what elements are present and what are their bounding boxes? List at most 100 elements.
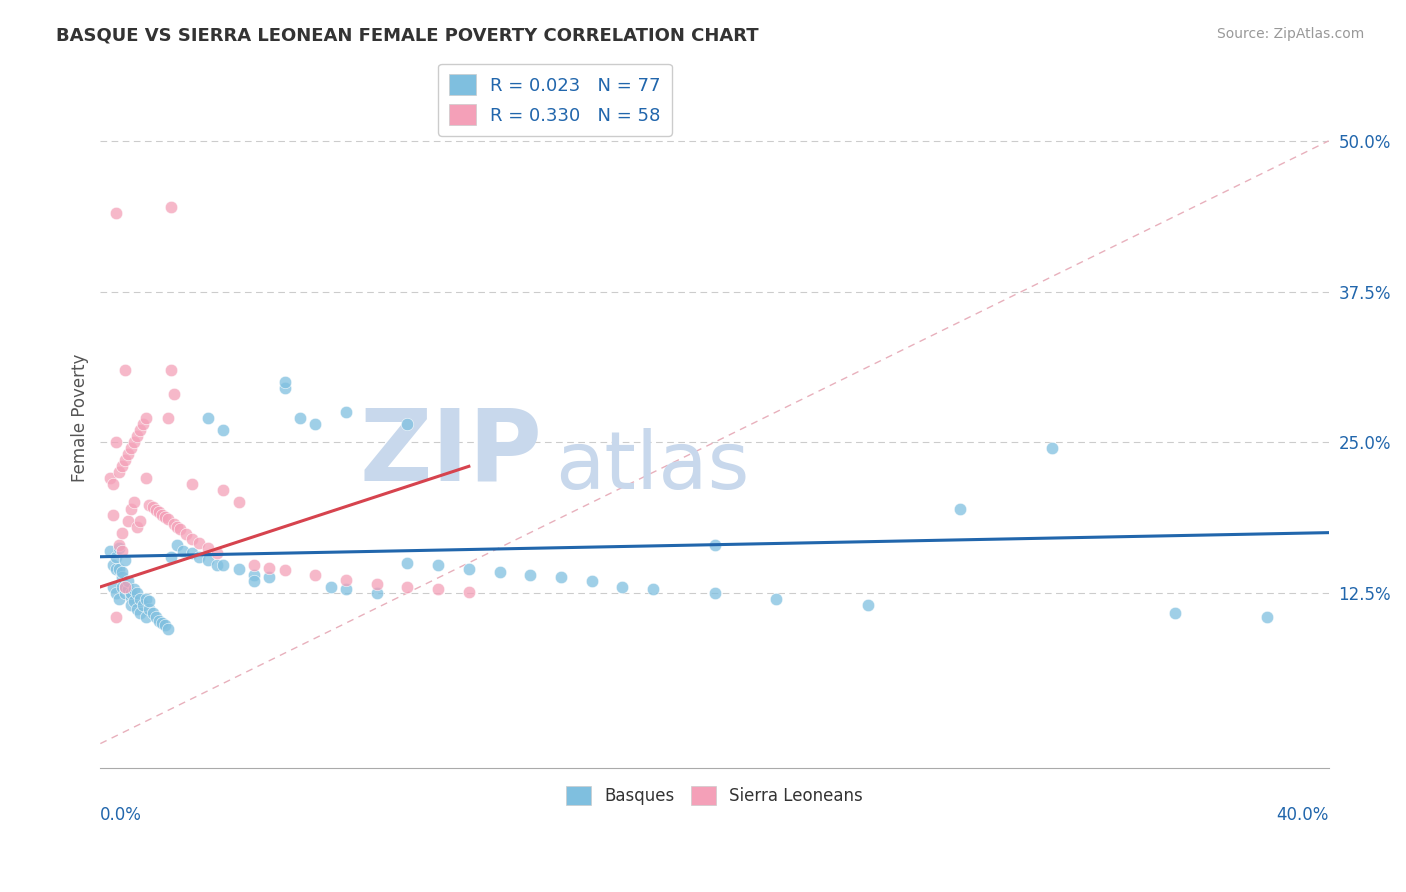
Point [111, 543, 134, 558]
Point [550, 570, 572, 584]
Point [427, 582, 450, 597]
Point [1256, 610, 1278, 624]
Point [107, 466, 129, 480]
Point [135, 471, 157, 485]
Point [163, 517, 186, 532]
Text: 0.0%: 0.0% [100, 806, 142, 824]
Point [107, 591, 129, 606]
Text: Source: ZipAtlas.com: Source: ZipAtlas.com [1216, 27, 1364, 41]
Point [101, 477, 124, 491]
Point [457, 584, 479, 599]
Point [104, 435, 127, 450]
Point [243, 567, 266, 582]
Legend: Basques, Sierra Leoneans: Basques, Sierra Leoneans [560, 780, 870, 812]
Point [396, 580, 419, 594]
Point [145, 502, 167, 516]
Point [104, 562, 127, 576]
Point [127, 601, 149, 615]
Point [142, 607, 165, 621]
Point [114, 453, 136, 467]
Point [117, 574, 139, 588]
Point [228, 562, 250, 576]
Y-axis label: Female Poverty: Female Poverty [72, 354, 89, 483]
Point [1164, 607, 1187, 621]
Point [129, 607, 152, 621]
Point [132, 417, 155, 431]
Point [197, 553, 219, 567]
Point [127, 429, 149, 443]
Point [111, 580, 134, 594]
Point [111, 570, 134, 584]
Point [148, 614, 170, 628]
Point [153, 510, 176, 524]
Point [273, 381, 295, 395]
Point [457, 562, 479, 576]
Point [98, 471, 121, 485]
Point [273, 563, 295, 577]
Point [187, 536, 209, 550]
Point [243, 558, 266, 573]
Point [335, 582, 357, 597]
Point [156, 512, 179, 526]
Point [107, 562, 129, 576]
Point [160, 549, 183, 564]
Point [127, 519, 149, 533]
Point [111, 459, 134, 474]
Point [153, 618, 176, 632]
Point [335, 405, 357, 419]
Point [181, 546, 204, 560]
Point [641, 582, 664, 597]
Point [114, 553, 136, 567]
Point [612, 580, 634, 594]
Point [205, 558, 228, 573]
Point [117, 514, 139, 528]
Point [1040, 442, 1063, 456]
Point [366, 586, 388, 600]
Point [228, 495, 250, 509]
Point [856, 598, 879, 612]
Text: BASQUE VS SIERRA LEONEAN FEMALE POVERTY CORRELATION CHART: BASQUE VS SIERRA LEONEAN FEMALE POVERTY … [56, 27, 759, 45]
Point [120, 586, 142, 600]
Point [160, 363, 183, 377]
Point [111, 566, 134, 580]
Point [104, 549, 127, 564]
Point [212, 423, 235, 437]
Point [150, 615, 173, 630]
Point [145, 610, 167, 624]
Point [427, 558, 450, 573]
Point [703, 586, 725, 600]
Point [243, 574, 266, 588]
Point [122, 495, 145, 509]
Point [114, 586, 136, 600]
Point [107, 538, 129, 552]
Point [176, 526, 198, 541]
Point [138, 498, 160, 512]
Point [135, 610, 157, 624]
Point [114, 580, 136, 594]
Point [156, 411, 179, 425]
Point [114, 363, 136, 377]
Point [111, 525, 134, 540]
Point [120, 442, 142, 456]
Point [212, 558, 235, 573]
Point [135, 591, 157, 606]
Text: atlas: atlas [555, 428, 749, 506]
Point [120, 598, 142, 612]
Point [169, 522, 191, 536]
Point [703, 538, 725, 552]
Text: ZIP: ZIP [360, 405, 543, 501]
Point [150, 508, 173, 522]
Text: 40.0%: 40.0% [1277, 806, 1329, 824]
Point [135, 411, 157, 425]
Point [181, 532, 204, 546]
Point [205, 546, 228, 560]
Point [197, 541, 219, 556]
Point [304, 417, 326, 431]
Point [129, 514, 152, 528]
Point [257, 560, 280, 574]
Point [160, 200, 183, 214]
Point [396, 417, 419, 431]
Point [107, 541, 129, 556]
Point [288, 411, 311, 425]
Point [132, 598, 155, 612]
